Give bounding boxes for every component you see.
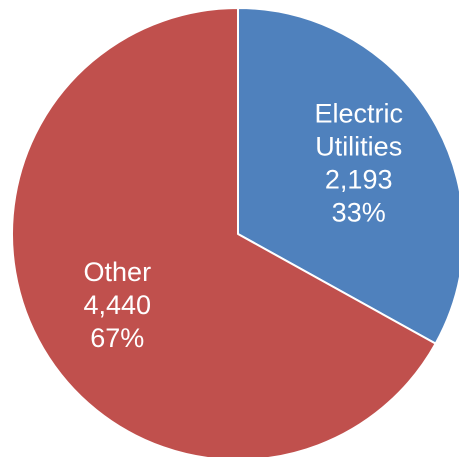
slice-percent-label: 67% — [90, 323, 144, 353]
slice-category-label: Other — [84, 257, 152, 287]
slice-category-label: Utilities — [315, 131, 402, 161]
pie-slice-electric-utilities — [237, 7, 459, 345]
pie-slice-other — [11, 7, 437, 461]
slice-percent-label: 33% — [332, 197, 386, 227]
slice-category-label: Electric — [314, 98, 403, 128]
slice-value-label: 4,440 — [84, 290, 152, 320]
slices-layer — [11, 7, 459, 461]
slice-value-label: 2,193 — [325, 164, 393, 194]
